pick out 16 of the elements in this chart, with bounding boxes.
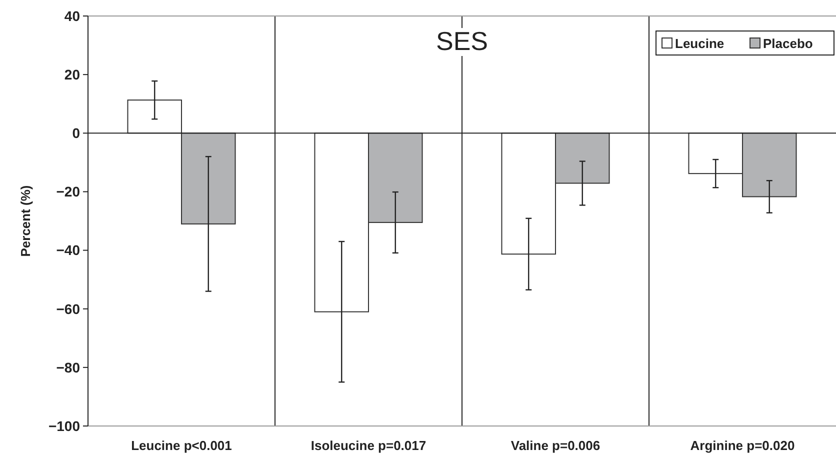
y-axis-title: Percent (%) <box>18 185 33 257</box>
y-tick-label: −100 <box>48 418 80 434</box>
x-tick-label: Valine p=0.006 <box>510 438 600 453</box>
chart-title: SES <box>436 26 488 56</box>
y-tick-label: −40 <box>56 242 80 258</box>
x-tick-label: Leucine p<0.001 <box>131 438 232 453</box>
y-tick-label: 40 <box>64 8 80 24</box>
y-tick-label: −80 <box>56 359 80 376</box>
x-tick-label: Arginine p=0.020 <box>690 438 795 453</box>
y-tick-label: 20 <box>64 66 80 82</box>
y-tick-label: 0 <box>72 125 80 142</box>
y-tick-label: −60 <box>56 300 80 317</box>
legend-label: Placebo <box>763 36 813 51</box>
legend-label: Leucine <box>675 36 724 51</box>
y-tick-label: −20 <box>56 184 80 200</box>
x-tick-label: Isoleucine p=0.017 <box>310 438 426 453</box>
